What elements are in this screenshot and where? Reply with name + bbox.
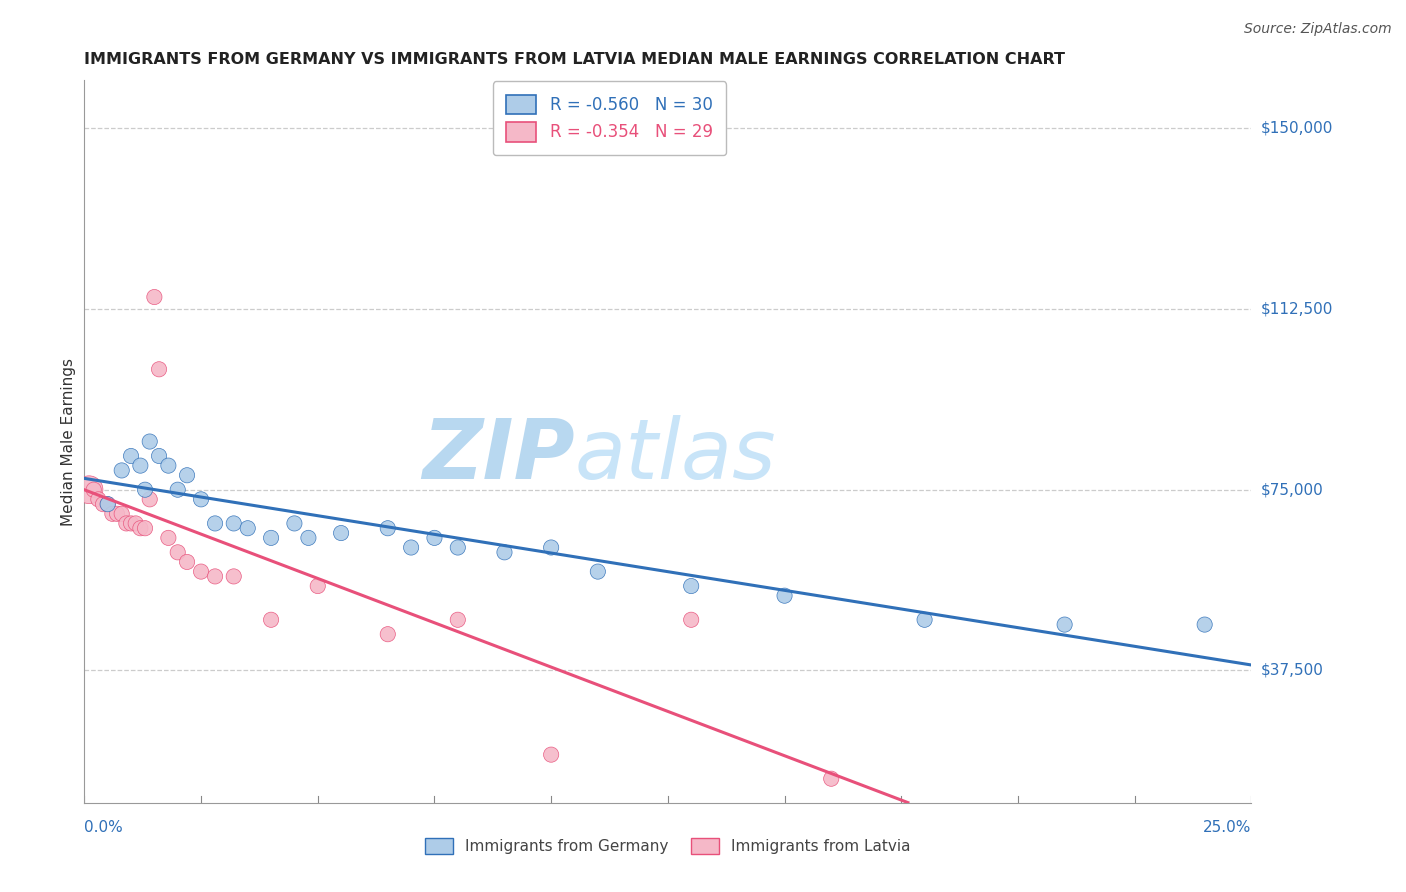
Point	[914, 613, 936, 627]
Point	[77, 483, 100, 497]
Point	[681, 613, 703, 627]
Point	[447, 541, 470, 555]
Text: atlas: atlas	[575, 416, 776, 497]
Point	[681, 579, 703, 593]
Point	[330, 526, 353, 541]
Text: $37,500: $37,500	[1261, 663, 1323, 678]
Point	[377, 521, 399, 535]
Point	[111, 507, 134, 521]
Point	[260, 531, 283, 545]
Text: ZIP: ZIP	[422, 416, 575, 497]
Point	[138, 492, 160, 507]
Point	[1053, 617, 1076, 632]
Point	[176, 468, 198, 483]
Point	[129, 521, 152, 535]
Point	[773, 589, 796, 603]
Point	[190, 492, 212, 507]
Point	[138, 434, 160, 449]
Point	[125, 516, 148, 531]
Point	[105, 507, 128, 521]
Point	[143, 290, 166, 304]
Point	[222, 516, 245, 531]
Point	[91, 497, 114, 511]
Point	[166, 483, 188, 497]
Point	[399, 541, 422, 555]
Point	[97, 497, 120, 511]
Point	[222, 569, 245, 583]
Point	[83, 483, 105, 497]
Point	[176, 555, 198, 569]
Point	[236, 521, 259, 535]
Point	[120, 449, 142, 463]
Point	[134, 483, 156, 497]
Point	[423, 531, 446, 545]
Point	[204, 569, 226, 583]
Point	[157, 531, 180, 545]
Point	[190, 565, 212, 579]
Point	[101, 507, 124, 521]
Text: $112,500: $112,500	[1261, 301, 1333, 317]
Point	[111, 463, 134, 477]
Text: IMMIGRANTS FROM GERMANY VS IMMIGRANTS FROM LATVIA MEDIAN MALE EARNINGS CORRELATI: IMMIGRANTS FROM GERMANY VS IMMIGRANTS FR…	[84, 52, 1066, 67]
Point	[283, 516, 305, 531]
Point	[120, 516, 142, 531]
Point	[166, 545, 188, 559]
Point	[540, 747, 562, 762]
Point	[297, 531, 319, 545]
Point	[129, 458, 152, 473]
Point	[307, 579, 329, 593]
Point	[1194, 617, 1216, 632]
Point	[204, 516, 226, 531]
Point	[494, 545, 516, 559]
Point	[540, 541, 562, 555]
Point	[148, 449, 170, 463]
Point	[820, 772, 842, 786]
Y-axis label: Median Male Earnings: Median Male Earnings	[60, 358, 76, 525]
Point	[115, 516, 138, 531]
Text: 0.0%: 0.0%	[84, 820, 124, 835]
Point	[260, 613, 283, 627]
Point	[97, 497, 120, 511]
Text: 25.0%: 25.0%	[1204, 820, 1251, 835]
Point	[148, 362, 170, 376]
Point	[586, 565, 609, 579]
Point	[157, 458, 180, 473]
Point	[87, 492, 110, 507]
Point	[447, 613, 470, 627]
Point	[377, 627, 399, 641]
Text: $75,000: $75,000	[1261, 483, 1323, 497]
Text: Source: ZipAtlas.com: Source: ZipAtlas.com	[1244, 22, 1392, 37]
Legend: Immigrants from Germany, Immigrants from Latvia: Immigrants from Germany, Immigrants from…	[419, 832, 917, 860]
Text: $150,000: $150,000	[1261, 121, 1333, 136]
Point	[134, 521, 156, 535]
